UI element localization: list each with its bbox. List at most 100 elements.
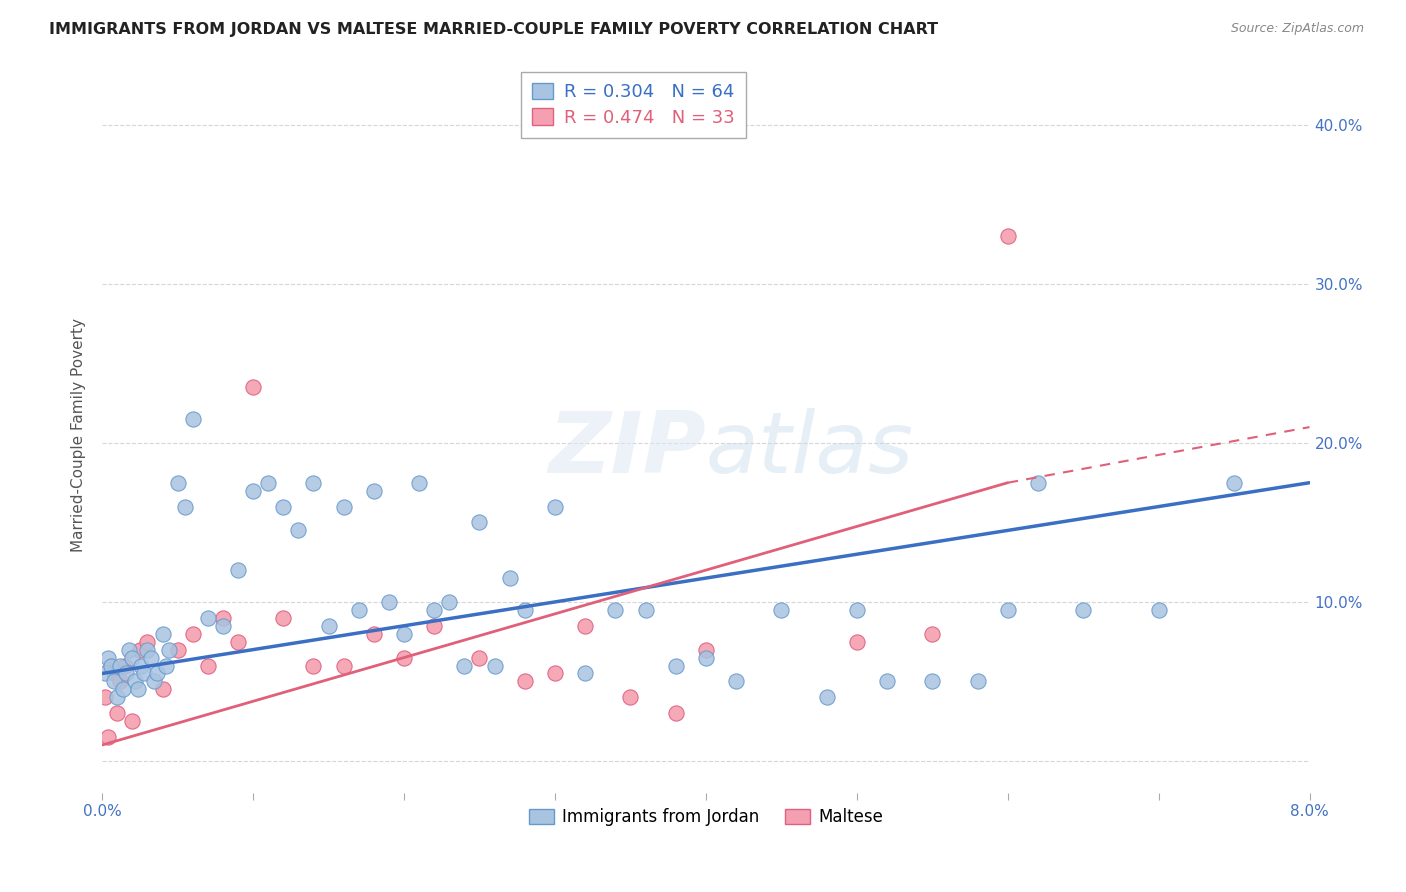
Point [197,611,219,625]
Point [242,380,264,394]
Point [121,714,143,728]
Point [157,642,180,657]
Point [468,516,491,530]
Point [695,642,717,657]
Point [423,603,446,617]
Point [665,658,688,673]
Point [392,650,415,665]
Point [725,674,748,689]
Point [136,634,159,648]
Point [134,666,156,681]
Point [197,658,219,673]
Point [105,706,128,721]
Point [226,634,249,648]
Point [513,674,536,689]
Point [139,650,162,665]
Y-axis label: Married-Couple Family Poverty: Married-Couple Family Poverty [72,318,86,552]
Point [110,674,132,689]
Point [302,658,325,673]
Point [665,706,688,721]
Point [921,674,943,689]
Point [181,626,204,640]
Point [574,619,596,633]
Point [770,603,793,617]
Point [1071,603,1094,617]
Point [271,611,294,625]
Point [544,500,567,514]
Point [131,658,153,673]
Point [110,658,132,673]
Point [136,642,159,657]
Point [212,611,235,625]
Point [363,483,385,498]
Point [152,626,174,640]
Point [423,619,446,633]
Point [94,666,117,681]
Point [112,682,135,697]
Point [118,642,141,657]
Point [287,524,309,538]
Point [574,666,596,681]
Point [103,666,125,681]
Point [499,571,522,585]
Point [174,500,197,514]
Point [302,475,325,490]
Point [544,666,567,681]
Point [876,674,898,689]
Point [1147,603,1170,617]
Point [105,690,128,705]
Point [226,563,249,577]
Point [363,626,385,640]
Point [127,682,149,697]
Point [166,642,188,657]
Point [155,658,177,673]
Point [845,603,868,617]
Legend: Immigrants from Jordan, Maltese: Immigrants from Jordan, Maltese [520,800,891,834]
Point [1026,475,1049,490]
Point [619,690,641,705]
Point [921,626,943,640]
Point [115,666,138,681]
Point [484,658,506,673]
Point [166,475,188,490]
Point [114,658,136,673]
Point [468,650,491,665]
Point [103,674,125,689]
Point [378,595,401,609]
Point [257,475,280,490]
Point [453,658,475,673]
Point [815,690,838,705]
Point [124,674,146,689]
Text: atlas: atlas [706,408,914,491]
Point [181,412,204,426]
Point [121,650,143,665]
Point [966,674,988,689]
Point [845,634,868,648]
Point [439,595,461,609]
Point [1223,475,1246,490]
Point [634,603,657,617]
Point [695,650,717,665]
Point [97,650,120,665]
Point [242,483,264,498]
Point [513,603,536,617]
Point [129,642,152,657]
Point [408,475,430,490]
Point [332,658,354,673]
Point [997,229,1019,244]
Point [318,619,340,633]
Point [94,690,117,705]
Point [145,666,167,681]
Point [271,500,294,514]
Text: IMMIGRANTS FROM JORDAN VS MALTESE MARRIED-COUPLE FAMILY POVERTY CORRELATION CHAR: IMMIGRANTS FROM JORDAN VS MALTESE MARRIE… [49,22,938,37]
Point [100,658,122,673]
Point [212,619,235,633]
Point [97,730,120,744]
Text: ZIP: ZIP [548,408,706,491]
Point [142,674,165,689]
Point [997,603,1019,617]
Point [100,658,122,673]
Point [605,603,627,617]
Point [152,682,174,697]
Point [392,626,415,640]
